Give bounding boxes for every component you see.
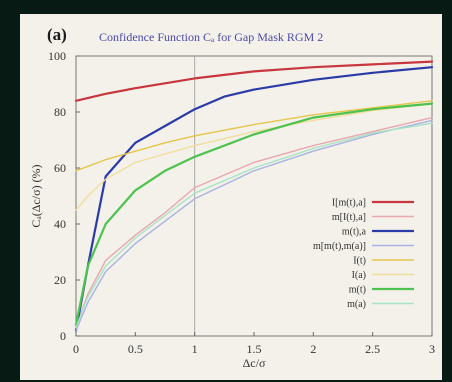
y-axis-label: Cₐ(Δc/σ) (%) [29, 164, 43, 227]
y-tick-label: 100 [48, 49, 66, 63]
legend-label: m[m(t),m(a)] [313, 241, 366, 252]
series-line [74, 66, 434, 332]
x-axis-label: Δc/σ [243, 356, 266, 370]
legend-label: m(t),a [342, 227, 367, 238]
series-line [74, 102, 434, 326]
legend-label: m(t) [349, 285, 366, 296]
legend-label: I(t) [353, 256, 366, 267]
series-line [75, 122, 433, 329]
line-chart: 0 0.5 1 1.5 2 2.5 3 0 20 40 60 80 100 Δc/σ Cₐ(Δc/σ) (%… [29, 49, 435, 370]
y-tick-label: 40 [54, 217, 66, 231]
series-line [75, 100, 433, 172]
legend-label: I(a) [352, 270, 366, 281]
legend-label: m(a) [347, 299, 366, 310]
x-tick-label: 2.5 [365, 342, 380, 356]
x-tick-label: 1 [192, 342, 198, 356]
series-line [75, 102, 433, 211]
series-line [75, 119, 433, 332]
x-tick-label: 2 [310, 342, 316, 356]
series-line [75, 116, 433, 329]
legend-label: m[I(t),a] [332, 212, 366, 223]
x-tick-label: 1.5 [247, 342, 262, 356]
x-tick-label: 0 [73, 342, 79, 356]
figure-panel: 0 0.5 1 1.5 2 2.5 3 0 20 40 60 80 100 Δc/σ Cₐ(Δc/σ) (%… [20, 14, 442, 380]
x-tick-label: 3 [429, 342, 435, 356]
series-line [74, 60, 434, 102]
y-tick-label: 20 [54, 273, 66, 287]
y-tick-label: 80 [54, 105, 66, 119]
x-tick-label: 0.5 [128, 342, 143, 356]
chart-title: Confidence Function Cₐ for Gap Mask RGM … [99, 30, 324, 44]
legend-label: I[m(t),a] [332, 198, 366, 209]
figure-tag: (a) [47, 25, 67, 44]
y-tick-label: 60 [54, 161, 66, 175]
y-tick-label: 0 [60, 329, 66, 343]
